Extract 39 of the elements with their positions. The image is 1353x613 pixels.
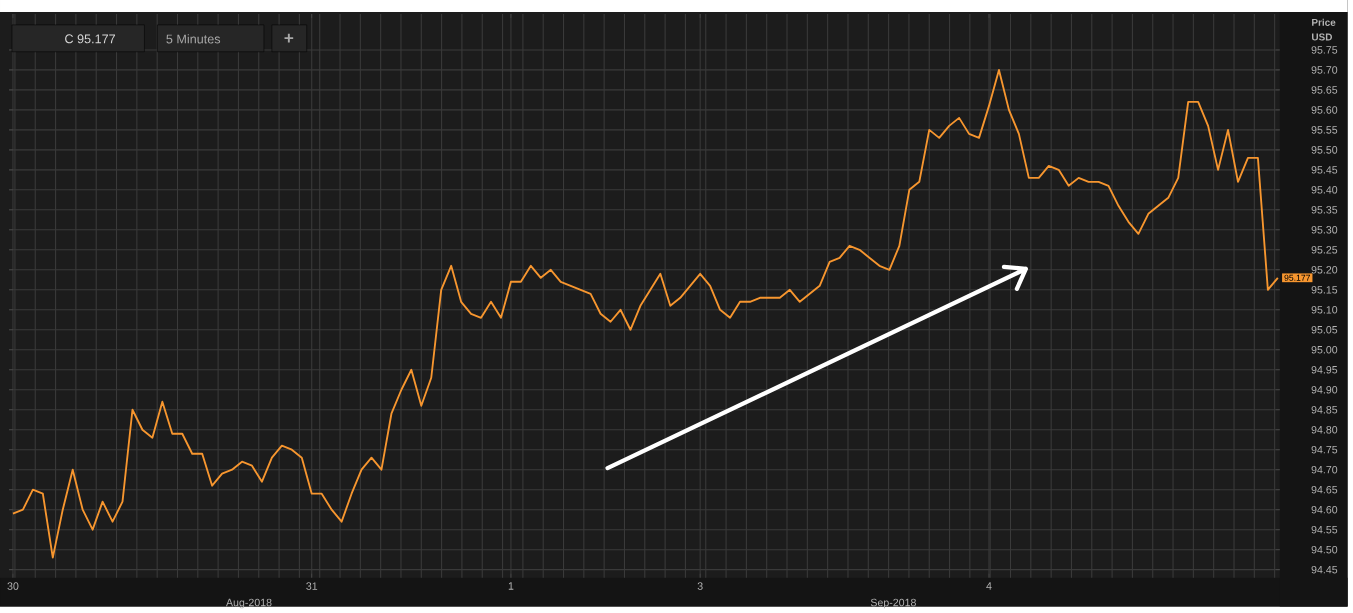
y-tick-label: 95.45 — [1311, 166, 1338, 174]
y-tick-label: 94.50 — [1311, 546, 1338, 554]
y-tick-label: 94.85 — [1311, 406, 1338, 414]
y-tick-label: 94.80 — [1311, 426, 1338, 434]
text: C 95.177 — [65, 34, 116, 44]
x-tick-label: 1 — [508, 582, 514, 590]
x-tick-label: 31 — [306, 582, 318, 590]
text: Sep-2018 — [870, 598, 916, 609]
text: Aug-2018 — [225, 598, 272, 609]
y-tick-label: 95.70 — [1311, 66, 1338, 74]
y-tick-label: 95.20 — [1311, 266, 1338, 274]
y-tick-label: 95.75 — [1311, 46, 1338, 54]
y-axis-title: Price USD — [1312, 18, 1336, 41]
y-tick-label: 94.70 — [1311, 466, 1338, 474]
y-tick-label: 94.55 — [1311, 526, 1338, 534]
y-tick-label: 95.50 — [1311, 146, 1338, 154]
y-tick-label: 95.25 — [1311, 246, 1338, 254]
y-tick-label: 94.90 — [1311, 386, 1338, 394]
y-tick-label: 95.60 — [1311, 106, 1338, 114]
y-tick-label: 95.65 — [1311, 86, 1338, 94]
y-tick-label: 94.45 — [1311, 566, 1338, 574]
x-tick-label: 3 — [697, 582, 703, 590]
y-tick-label: 95.15 — [1311, 286, 1338, 294]
y-tick-label: 95.10 — [1311, 306, 1338, 314]
annotation: 5 Minutes — [166, 34, 221, 44]
y-tick-label: 95.30 — [1311, 226, 1338, 234]
annotation: + — [284, 33, 294, 43]
y-tick-label: 94.60 — [1311, 506, 1338, 514]
y-tick-label: 94.95 — [1311, 366, 1338, 374]
text: 95.177 — [1284, 274, 1311, 281]
y-tick-label: 95.35 — [1311, 206, 1338, 214]
x-tick-label: 4 — [986, 582, 992, 590]
y-tick-label: 94.65 — [1311, 486, 1338, 494]
x-tick-label: 30 — [7, 582, 19, 590]
y-tick-label: 95.05 — [1311, 326, 1338, 334]
y-tick-label: 94.75 — [1311, 446, 1338, 454]
y-tick-label: 95.40 — [1311, 186, 1338, 194]
y-tick-label: 95.55 — [1311, 126, 1338, 134]
y-tick-label: 95.00 — [1311, 346, 1338, 354]
